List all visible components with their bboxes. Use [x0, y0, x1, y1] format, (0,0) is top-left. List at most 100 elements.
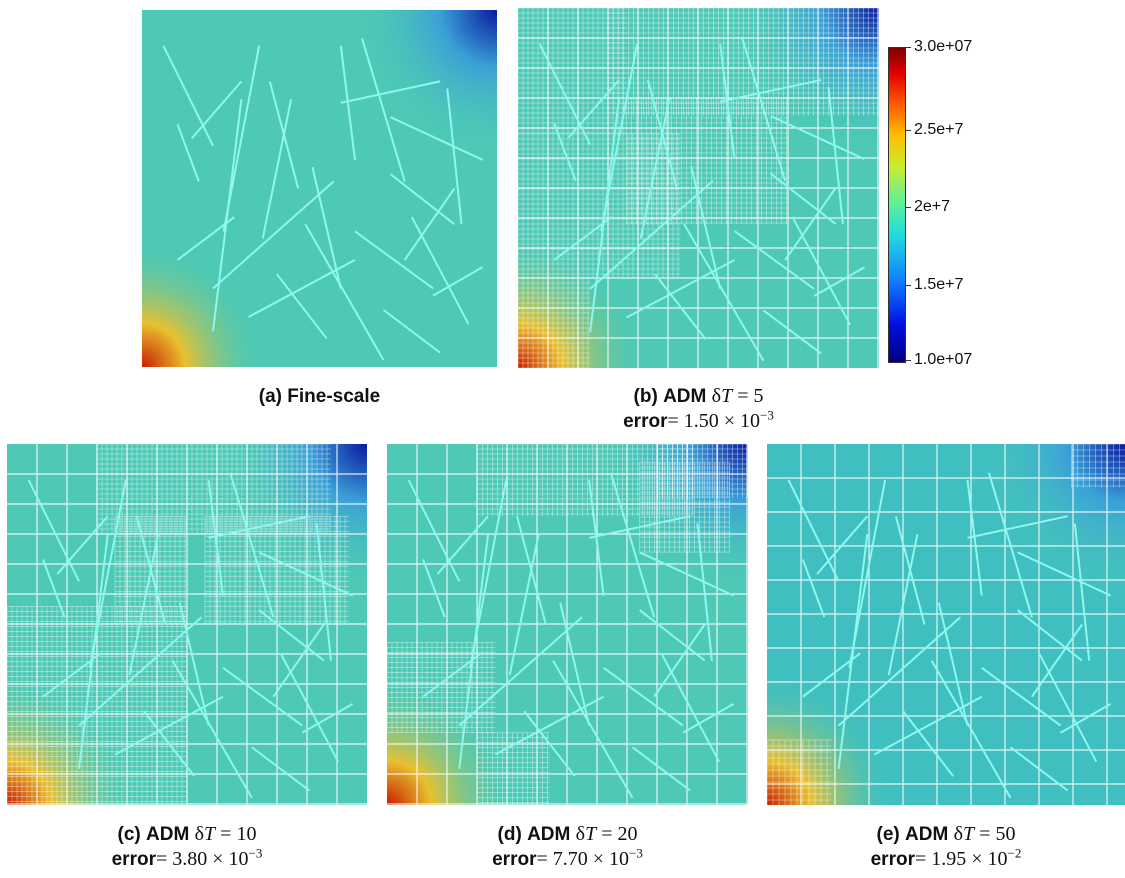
fracture: [988, 472, 1033, 618]
fracture: [143, 710, 195, 777]
fracture: [813, 266, 866, 297]
caption-e-delta: δ: [953, 823, 964, 845]
fracture: [339, 45, 356, 161]
fracture: [719, 43, 736, 160]
fracture: [446, 88, 463, 225]
panel-d-adm-20: [387, 444, 748, 805]
colorbar-tick-max: 3.0e+07: [904, 38, 973, 55]
caption-a: (a) Fine-scale: [142, 384, 497, 409]
fracture: [27, 479, 80, 582]
fracture: [967, 515, 1068, 539]
fracture: [176, 216, 235, 261]
fracture: [128, 534, 160, 676]
fracture: [937, 602, 969, 726]
fracture: [981, 667, 1062, 727]
fracture: [354, 230, 434, 290]
colorbar: [888, 47, 906, 363]
fracture: [361, 38, 406, 182]
caption-b-dt: 5: [753, 385, 764, 407]
caption-b-error: 1.50 × 10: [683, 410, 761, 432]
panel-c-plot: [7, 444, 367, 805]
caption-c-error: 3.80 × 10: [172, 848, 249, 870]
panel-b-plot: [518, 8, 879, 368]
caption-b-error-exp: −3: [760, 407, 774, 423]
caption-e-letter: (e): [876, 824, 900, 845]
caption-e-dt: 50: [995, 823, 1016, 845]
fracture: [272, 623, 325, 698]
caption-c-letter: (c): [117, 824, 141, 845]
fracture: [930, 660, 1012, 799]
fracture: [770, 172, 837, 225]
fracture: [171, 660, 253, 799]
caption-b-delta: δ: [711, 385, 722, 407]
caption-e-method: ADM: [905, 824, 949, 845]
caption-c-method: ADM: [146, 824, 190, 845]
fracture: [683, 223, 765, 362]
caption-d-eq: =: [596, 823, 618, 845]
fracture: [740, 36, 787, 182]
fracture: [827, 87, 844, 225]
caption-e-error-label: error: [870, 849, 915, 870]
fracture: [1060, 703, 1112, 734]
fracture: [682, 703, 735, 734]
fracture: [1016, 609, 1083, 662]
fracture: [42, 652, 102, 698]
fracture: [787, 479, 840, 582]
fracture: [653, 623, 706, 698]
caption-a-name: Fine-scale: [287, 386, 381, 407]
caption-c: (c) ADM δT = 10 error= 3.80 × 10−3: [111, 823, 263, 870]
fracture: [403, 187, 456, 261]
fracture: [887, 534, 919, 676]
fracture: [1073, 523, 1091, 661]
caption-d-method: ADM: [527, 824, 571, 845]
caption-b-letter: (b): [633, 386, 658, 407]
fracture: [639, 551, 734, 597]
fracture: [538, 43, 592, 146]
caption-c-T: T: [204, 823, 216, 845]
caption-c-error-label: error: [111, 849, 156, 870]
fracture: [654, 273, 707, 340]
fracture: [78, 616, 203, 727]
caption-e-error-exp: −2: [1007, 845, 1022, 861]
fracture: [407, 479, 461, 582]
fracture: [508, 534, 540, 676]
caption-e: (e) ADM δT = 50 error= 1.95 × 10−2: [870, 823, 1022, 870]
panel-d-plot: [387, 444, 748, 805]
panel-c-adm-10: [7, 444, 367, 805]
caption-b-T: T: [721, 385, 733, 407]
fracture: [784, 187, 837, 261]
caption-d-delta: δ: [575, 823, 586, 845]
fracture: [639, 97, 671, 239]
fracture: [56, 515, 109, 575]
fracture: [208, 515, 310, 539]
fracture: [588, 479, 605, 596]
fracture: [88, 479, 127, 669]
caption-b-eq: =: [732, 385, 754, 407]
fracture: [390, 116, 484, 161]
caption-b-method: ADM: [663, 386, 707, 407]
caption-d: (d) ADM δT = 20 error= 7.70 × 10−3: [492, 823, 643, 870]
colorbar-tick-2: 2.5e+7: [904, 121, 964, 138]
fracture: [422, 559, 446, 618]
fracture: [600, 43, 639, 232]
caption-a-letter: (a): [258, 386, 282, 407]
fracture: [1009, 746, 1069, 792]
fracture: [801, 559, 826, 618]
fracture: [719, 79, 822, 103]
fracture: [389, 173, 456, 225]
caption-d-dt: 20: [617, 823, 638, 845]
fracture: [304, 223, 385, 361]
fracture: [734, 230, 815, 290]
caption-e-eq: =: [974, 823, 996, 845]
caption-c-delta: δ: [194, 823, 205, 845]
caption-c-error-exp: −3: [248, 845, 263, 861]
fracture: [631, 746, 691, 792]
fracture: [432, 266, 484, 297]
caption-b: (b) ADM δT = 5 error= 1.50 × 10−3: [623, 385, 774, 432]
fracture: [176, 123, 200, 182]
fracture: [589, 180, 714, 290]
fracture: [1017, 551, 1112, 597]
panel-e-adm-50: [767, 444, 1125, 805]
fracture: [311, 166, 342, 289]
fracture: [696, 523, 713, 661]
